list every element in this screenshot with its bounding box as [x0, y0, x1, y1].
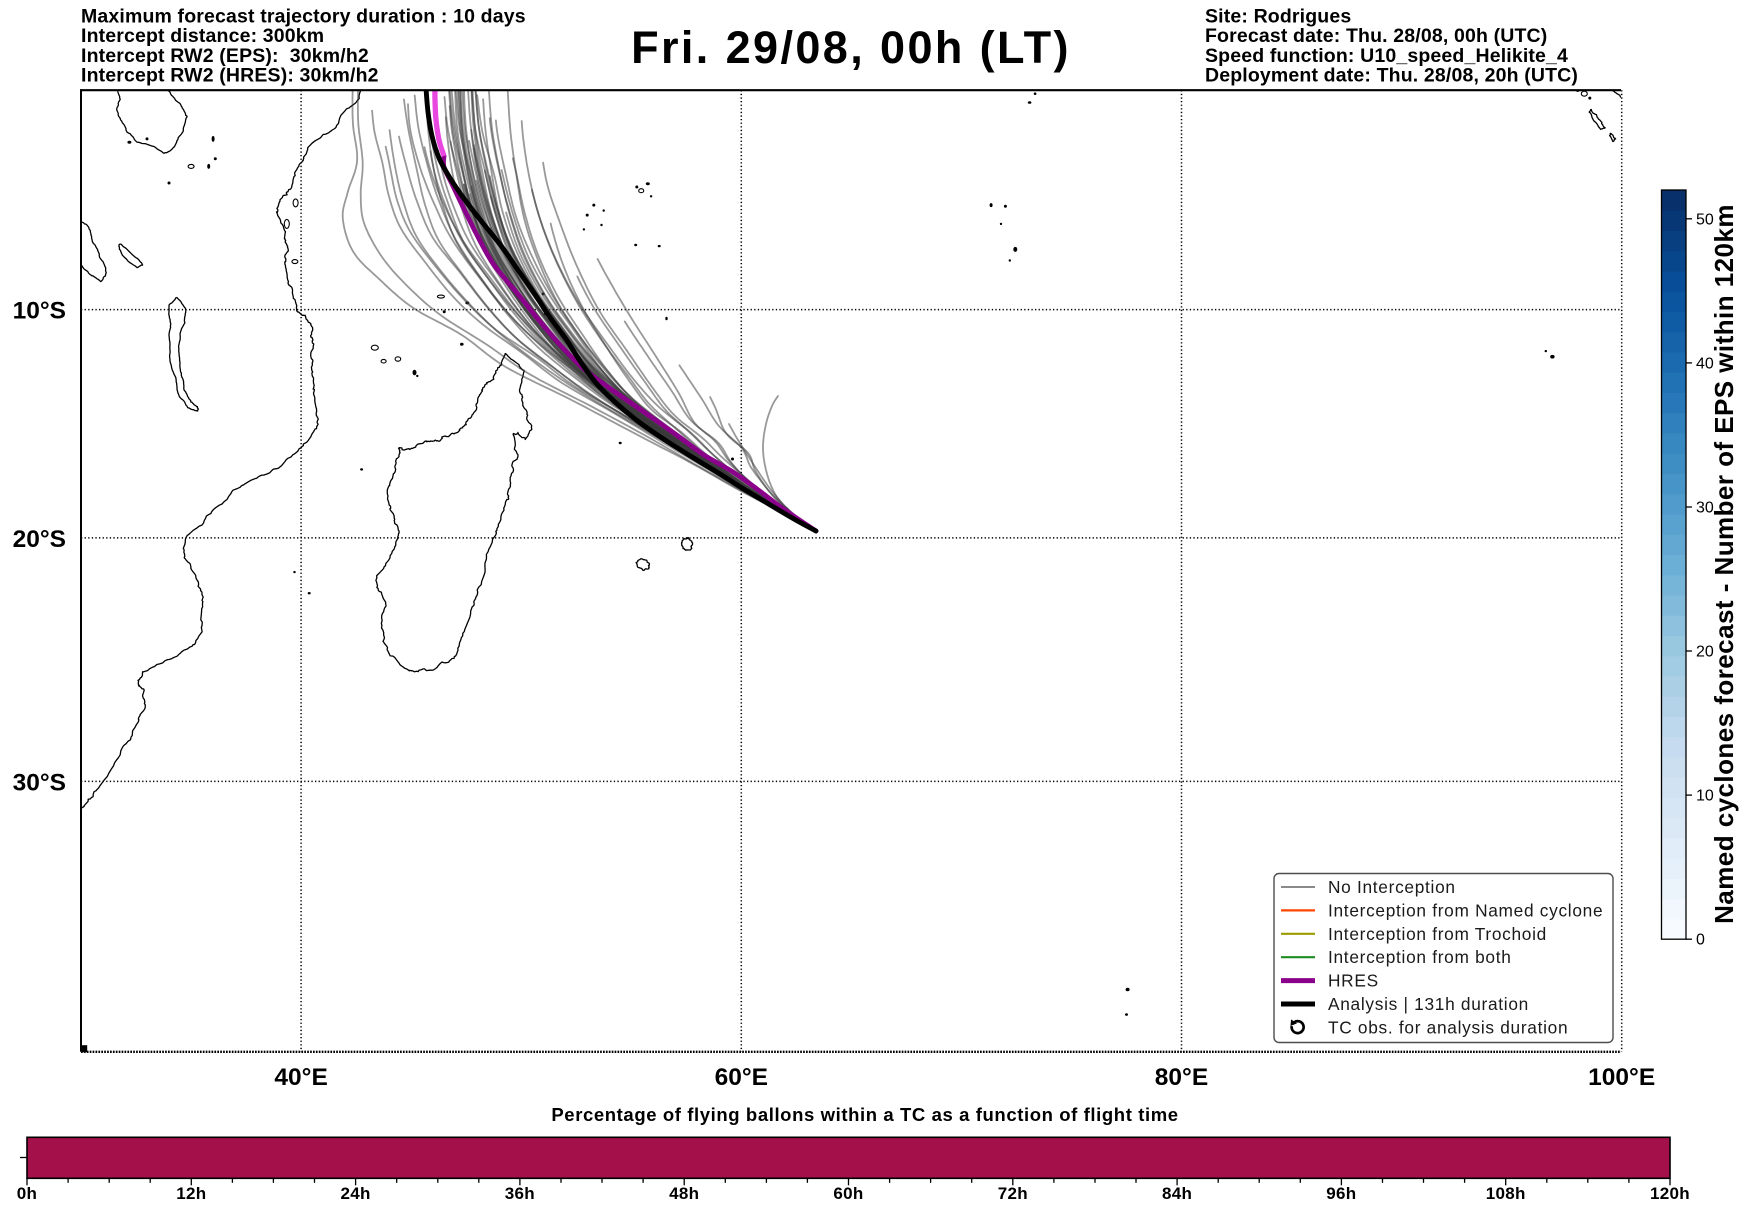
svg-text:50: 50 [1696, 211, 1714, 228]
svg-text:60°E: 60°E [715, 1064, 768, 1091]
svg-text:Intercept RW2 (HRES): 30km/h2: Intercept RW2 (HRES): 30km/h2 [81, 65, 379, 87]
svg-text:96h: 96h [1326, 1184, 1356, 1203]
svg-text:24h: 24h [340, 1184, 370, 1203]
svg-text:Speed function: U10_speed_Heli: Speed function: U10_speed_Helikite_4 [1205, 45, 1568, 67]
svg-text:40: 40 [1696, 355, 1714, 372]
svg-text:Site: Rodrigues: Site: Rodrigues [1205, 6, 1351, 28]
svg-text:Interception from both: Interception from both [1328, 947, 1512, 967]
svg-text:30: 30 [1696, 500, 1714, 517]
svg-text:84h: 84h [1162, 1184, 1192, 1203]
svg-text:Maximum forecast trajectory du: Maximum forecast trajectory duration : 1… [81, 6, 526, 28]
svg-text:60h: 60h [833, 1184, 863, 1203]
svg-text:Intercept distance: 300km: Intercept distance: 300km [81, 25, 324, 47]
svg-text:Named cyclones forecast - Numb: Named cyclones forecast - Number of EPS … [1709, 204, 1739, 924]
svg-text:20°S: 20°S [13, 526, 66, 553]
svg-text:Fri. 29/08, 00h (LT): Fri. 29/08, 00h (LT) [631, 22, 1071, 73]
svg-text:0: 0 [1696, 932, 1705, 949]
svg-text:30°S: 30°S [13, 769, 66, 796]
svg-text:48h: 48h [669, 1184, 699, 1203]
svg-text:80°E: 80°E [1155, 1064, 1208, 1091]
svg-text:Forecast date: Thu. 28/08, 00h: Forecast date: Thu. 28/08, 00h (UTC) [1205, 25, 1547, 47]
svg-text:10: 10 [1696, 788, 1714, 805]
svg-text:0h: 0h [17, 1184, 37, 1203]
svg-text:Intercept RW2 (EPS): 30km/h2: Intercept RW2 (EPS): 30km/h2 [81, 45, 369, 67]
svg-text:108h: 108h [1486, 1184, 1526, 1203]
svg-text:72h: 72h [998, 1184, 1028, 1203]
svg-text:HRES: HRES [1328, 971, 1379, 991]
svg-text:Percentage of flying ballons w: Percentage of flying ballons within a TC… [551, 1104, 1178, 1125]
svg-text:Analysis | 131h duration: Analysis | 131h duration [1328, 994, 1529, 1014]
svg-text:20: 20 [1696, 644, 1714, 661]
svg-text:120h: 120h [1650, 1184, 1690, 1203]
svg-text:12h: 12h [176, 1184, 206, 1203]
svg-text:TC obs. for analysis duration: TC obs. for analysis duration [1328, 1017, 1568, 1037]
svg-text:40°E: 40°E [274, 1064, 327, 1091]
svg-text:No Interception: No Interception [1328, 877, 1456, 897]
svg-text:Interception from Trochoid: Interception from Trochoid [1328, 924, 1547, 944]
svg-text:100°E: 100°E [1588, 1064, 1655, 1091]
svg-text:10°S: 10°S [13, 298, 66, 325]
svg-text:Deployment date: Thu. 28/08, 2: Deployment date: Thu. 28/08, 20h (UTC) [1205, 65, 1578, 87]
svg-text:36h: 36h [505, 1184, 535, 1203]
svg-text:Interception from Named cyclon: Interception from Named cyclone [1328, 900, 1603, 920]
